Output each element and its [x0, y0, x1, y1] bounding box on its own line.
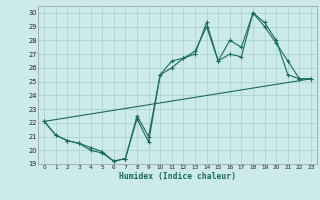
X-axis label: Humidex (Indice chaleur): Humidex (Indice chaleur) — [119, 172, 236, 181]
